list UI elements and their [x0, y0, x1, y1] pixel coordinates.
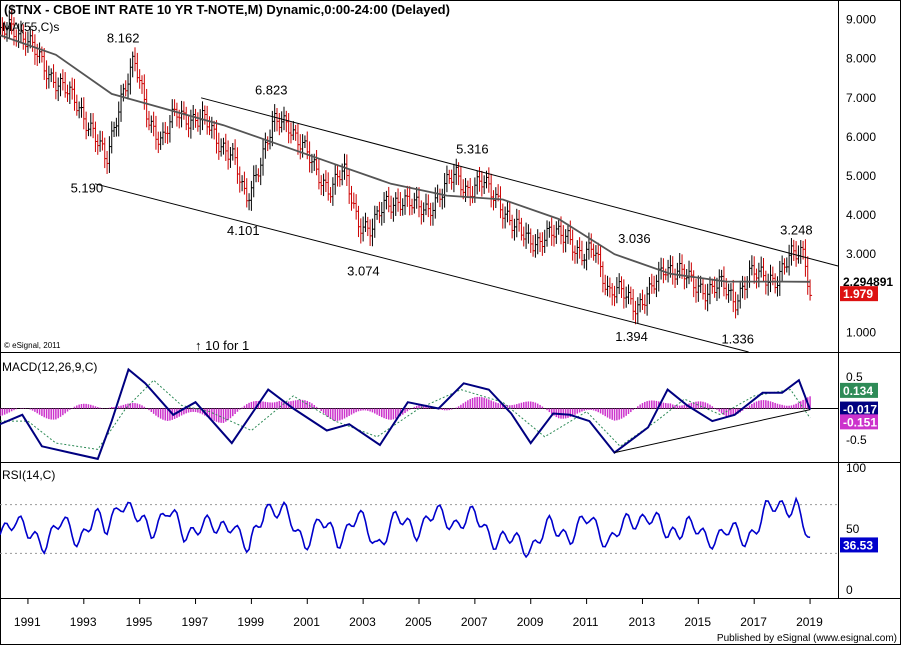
publisher-footer: Published by eSignal (www.esignal.com)	[716, 633, 897, 644]
x-tick-label: 1995	[126, 615, 153, 629]
x-tick-label: 2011	[573, 615, 599, 629]
peak-label: 5.316	[456, 142, 489, 157]
price-y-tick: 5.000	[846, 169, 876, 183]
split-annotation: ↑ 10 for 1	[195, 338, 250, 353]
hist-value-badge: 0.134	[843, 384, 873, 398]
x-tick-label: 1999	[237, 615, 264, 629]
channel-lower-line	[94, 183, 749, 353]
macd-value-badge: -0.017	[843, 403, 877, 417]
x-tick-label: 1991	[14, 615, 41, 629]
peak-label: 3.036	[618, 231, 651, 246]
price-y-tick: 6.000	[846, 130, 876, 144]
x-tick-label: 2009	[517, 615, 544, 629]
rsi-label: RSI(14,C)	[2, 468, 56, 482]
price-panel: 8.162 5.190 6.823 4.101 3.074 5.316 1.394 3.036…	[0, 9, 839, 353]
ma-label: MA(55,C)s	[2, 20, 60, 34]
rsi-value-badge-bg	[840, 537, 878, 553]
ma-value-badge: 2.294891	[843, 275, 893, 289]
close-value-badge: 1.979	[843, 287, 873, 301]
rsi-value-badge: 36.53	[843, 538, 873, 552]
price-y-tick: 7.000	[846, 91, 876, 105]
price-y-tick: 1.000	[846, 325, 876, 339]
macd-y-tick: 0.5	[846, 370, 863, 384]
chart-title: ($TNX - CBOE INT RATE 10 YR T-NOTE,M) Dy…	[4, 2, 450, 17]
x-tick-label: 1997	[182, 615, 209, 629]
peak-label: 1.336	[721, 331, 754, 346]
price-y-tick: 3.000	[846, 247, 876, 261]
x-tick-label: 2005	[405, 615, 432, 629]
macd-signal-line	[0, 379, 811, 450]
channel-upper-line	[200, 97, 839, 267]
peak-label: 6.823	[255, 83, 288, 98]
rsi-y-tick: 100	[846, 461, 866, 475]
x-tick-label: 2017	[740, 615, 767, 629]
macd-value-badge-bg	[840, 401, 878, 417]
x-tick-label: 2007	[461, 615, 488, 629]
x-tick-label: 2019	[796, 615, 823, 629]
peak-label: 5.190	[71, 181, 104, 196]
rsi-y-tick: 50	[846, 522, 860, 536]
x-tick-label: 2001	[293, 615, 320, 629]
macd-panel	[0, 367, 812, 461]
signal-value-badge-bg	[840, 414, 878, 430]
rsi-line	[0, 496, 811, 559]
ma-value-badge-bg	[840, 273, 878, 289]
hist-value-badge-bg	[840, 382, 878, 398]
axes: 9.0008.0007.0006.0005.0004.0003.0002.000…	[14, 13, 893, 629]
x-tick-label: 2013	[628, 615, 655, 629]
signal-value-badge: -0.151	[843, 415, 877, 429]
x-tick-label: 2015	[684, 615, 711, 629]
x-tick-label: 1993	[70, 615, 97, 629]
macd-trendline	[614, 409, 811, 454]
peak-label: 3.074	[347, 263, 380, 278]
rsi-y-tick: 0	[846, 583, 853, 597]
price-y-tick: 9.000	[846, 13, 876, 27]
rsi-panel	[0, 496, 811, 559]
ma-line	[0, 34, 811, 283]
macd-line	[0, 367, 812, 461]
peak-label: 3.248	[780, 223, 813, 238]
price-y-tick: 8.000	[846, 52, 876, 66]
peak-label: 1.394	[615, 329, 648, 344]
macd-label: MACD(12,26,9,C)	[2, 360, 98, 374]
copyright-text: © eSignal, 2011	[4, 341, 61, 350]
macd-y-tick: -0.5	[846, 433, 867, 447]
peak-label: 4.101	[227, 223, 260, 238]
price-y-tick: 4.000	[846, 208, 876, 222]
peak-label: 8.162	[107, 30, 140, 45]
close-value-badge-bg	[840, 286, 878, 302]
x-tick-label: 2003	[349, 615, 376, 629]
